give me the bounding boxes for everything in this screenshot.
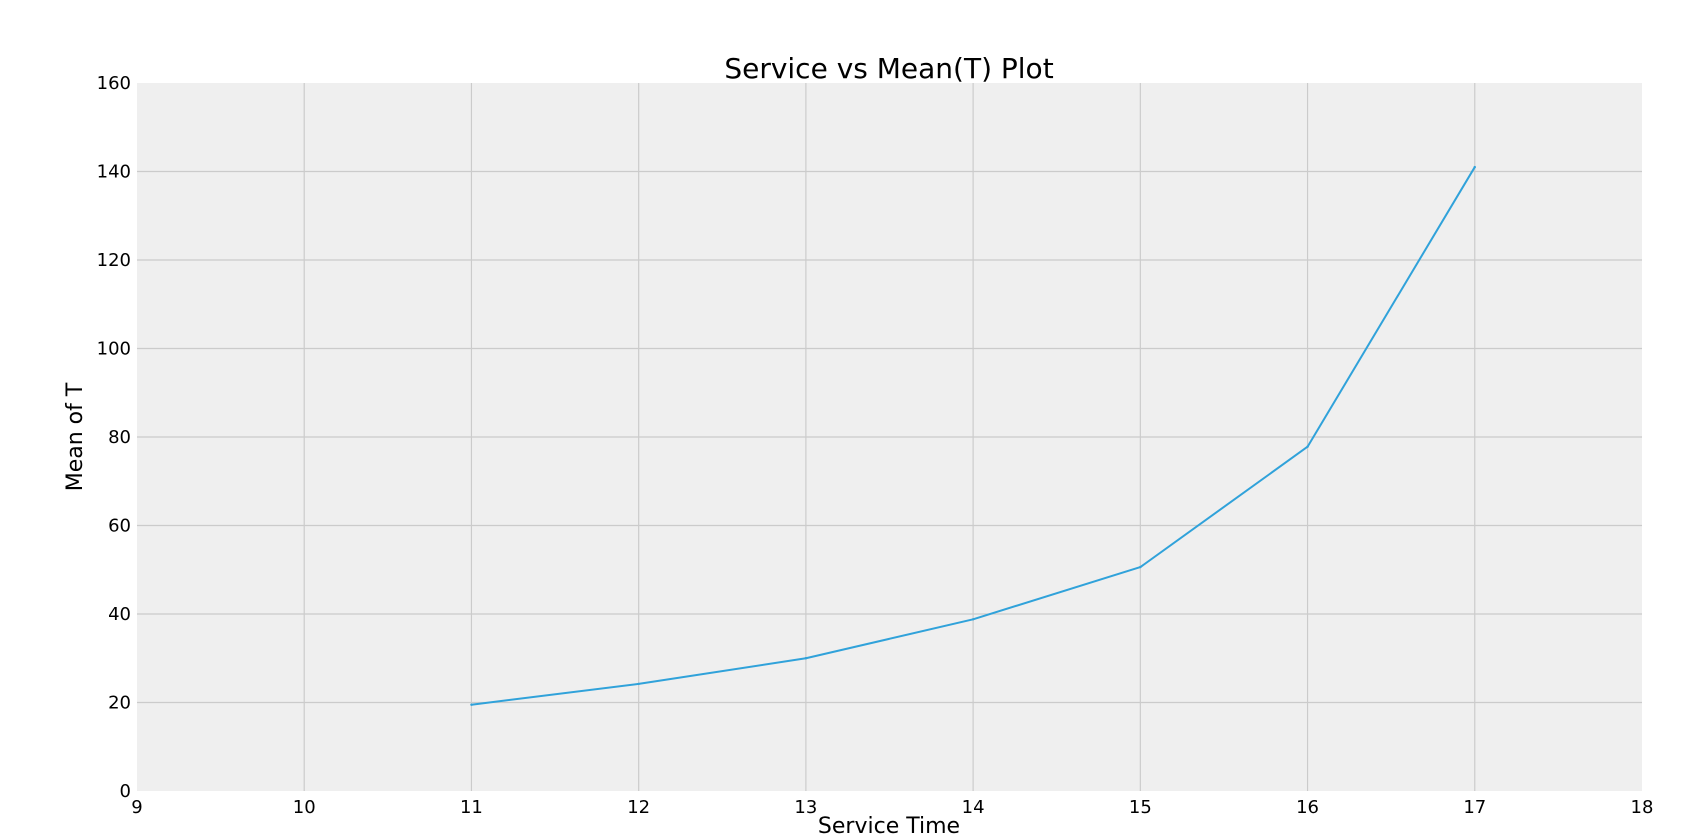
x-tick-label: 15	[1129, 797, 1152, 818]
x-axis-ticks: 9 10 11 12 13 14 15 16 17 18	[131, 797, 1653, 818]
y-tick-label: 0	[120, 781, 131, 802]
data-point	[637, 682, 640, 686]
y-axis-ticks: 0 20 40 60 80 100 120 140 160	[97, 73, 131, 802]
y-tick-label: 120	[97, 250, 131, 271]
x-tick-label: 14	[962, 797, 985, 818]
series-layer	[470, 165, 1476, 706]
x-tick-label: 10	[293, 797, 316, 818]
y-axis-label: Mean of T	[63, 382, 88, 491]
data-point	[470, 703, 473, 706]
x-tick-label: 16	[1296, 797, 1319, 818]
grid	[137, 83, 1642, 791]
x-tick-label: 13	[794, 797, 817, 818]
x-tick-label: 12	[627, 797, 650, 818]
y-tick-label: 160	[97, 73, 131, 94]
data-point	[971, 618, 975, 621]
y-tick-label: 20	[108, 693, 131, 714]
y-tick-label: 40	[108, 604, 131, 625]
x-tick-label: 9	[131, 797, 142, 818]
chart-title: Service vs Mean(T) Plot	[724, 52, 1053, 85]
data-point	[1139, 565, 1142, 569]
data-point	[804, 657, 808, 660]
y-tick-label: 100	[97, 339, 131, 360]
data-point	[1306, 445, 1309, 448]
x-tick-label: 17	[1463, 797, 1486, 818]
x-axis-label: Service Time	[818, 814, 960, 839]
y-tick-label: 80	[108, 427, 131, 448]
y-tick-label: 60	[108, 516, 131, 537]
x-tick-label: 11	[460, 797, 483, 818]
data-point	[1473, 165, 1476, 169]
x-tick-label: 18	[1631, 797, 1654, 818]
y-tick-label: 140	[97, 162, 131, 183]
